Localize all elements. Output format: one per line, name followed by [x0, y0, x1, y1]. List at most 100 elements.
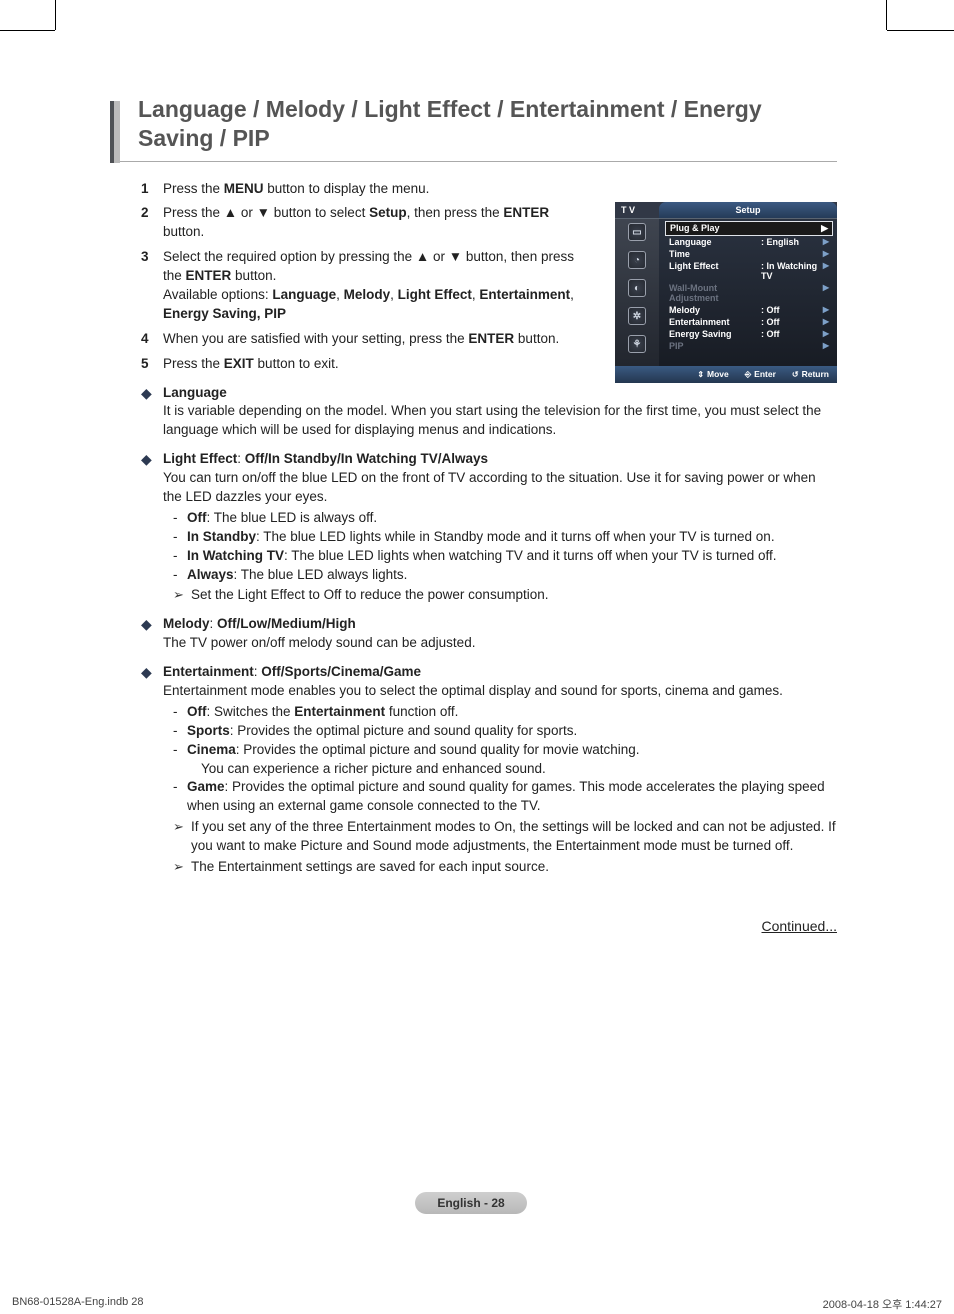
text: : The blue LED lights while in Standby m…: [256, 529, 775, 544]
sub-item: -Sports: Provides the optimal picture an…: [163, 722, 837, 741]
step-4: 4 When you are satisfied with your setti…: [141, 330, 837, 349]
step-text: Press the EXIT button to exit.: [163, 355, 837, 374]
sub-text-cont: You can experience a richer picture and …: [187, 761, 546, 776]
arrow-right-icon: ➢: [173, 586, 191, 605]
heading-title: Language / Melody / Light Effect / Enter…: [138, 95, 837, 153]
section-title: Melody: Off/Low/Medium/High: [163, 615, 837, 634]
text-bold: Off: [187, 510, 207, 525]
text: : Provides the optimal picture and sound…: [187, 779, 825, 813]
sub-item: -Off: The blue LED is always off.: [163, 509, 837, 528]
diamond-bullet-icon: ◆: [141, 663, 163, 877]
continued-label: Continued...: [141, 917, 837, 937]
text: ,: [390, 287, 398, 302]
page-area: Language / Melody / Light Effect / Enter…: [55, 30, 887, 1284]
section-body: Language It is variable depending on the…: [163, 384, 837, 441]
text: : Provides the optimal picture and sound…: [230, 723, 577, 738]
crop-mark: [55, 0, 56, 30]
diamond-bullet-icon: ◆: [141, 615, 163, 653]
step-number: 1: [141, 180, 163, 199]
diamond-bullet-icon: ◆: [141, 384, 163, 441]
text-bold: Entertainment: [294, 704, 385, 719]
dash-bullet: -: [173, 741, 187, 779]
sub-item: -Off: Switches the Entertainment functio…: [163, 703, 837, 722]
text-bold: Light Effect: [398, 287, 472, 302]
text-bold: Off/Sports/Cinema/Game: [261, 664, 421, 679]
text-bold: Off: [187, 704, 207, 719]
print-timestamp: 2008-04-18 오후 1:44:27: [823, 1296, 942, 1312]
section-title: Entertainment: Off/Sports/Cinema/Game: [163, 663, 837, 682]
text: Press the: [163, 356, 224, 371]
text: ,: [570, 287, 574, 302]
text-bold: Energy Saving, PIP: [163, 306, 286, 321]
step-text: Press the MENU button to display the men…: [163, 180, 837, 199]
sub-text: Off: Switches the Entertainment function…: [187, 703, 837, 722]
text-bold: Melody: [344, 287, 391, 302]
step-text: Press the ▲ or ▼ button to select Setup,…: [163, 204, 837, 242]
section-text: Entertainment mode enables you to select…: [163, 682, 837, 701]
step-number: 5: [141, 355, 163, 374]
text: button.: [231, 268, 276, 283]
text: button.: [163, 224, 204, 239]
text-bold: Language: [272, 287, 336, 302]
content-body: 1 Press the MENU button to display the m…: [141, 180, 837, 937]
text-bold: ENTER: [468, 331, 514, 346]
section-light-effect: ◆ Light Effect: Off/In Standby/In Watchi…: [141, 450, 837, 605]
heading-accent-bar: [110, 101, 120, 163]
text-bold: ENTER: [503, 205, 549, 220]
arrow-right-icon: ➢: [173, 818, 191, 856]
sub-text: Game: Provides the optimal picture and s…: [187, 778, 837, 816]
text-bold: Always: [187, 567, 234, 582]
section-body: Light Effect: Off/In Standby/In Watching…: [163, 450, 837, 605]
note-text: The Entertainment settings are saved for…: [191, 858, 837, 877]
crop-mark: [887, 30, 954, 31]
note-text: Set the Light Effect to Off to reduce th…: [191, 586, 837, 605]
crop-mark: [886, 0, 887, 30]
step-5: 5 Press the EXIT button to exit.: [141, 355, 837, 374]
text: function off.: [385, 704, 458, 719]
section-body: Melody: Off/Low/Medium/High The TV power…: [163, 615, 837, 653]
step-3: 3 Select the required option by pressing…: [141, 248, 837, 324]
sub-text: Always: The blue LED always lights.: [187, 566, 837, 585]
text-bold: Off/Low/Medium/High: [217, 616, 356, 631]
note-item: ➢The Entertainment settings are saved fo…: [163, 858, 837, 877]
dash-bullet: -: [173, 566, 187, 585]
dash-bullet: -: [173, 722, 187, 741]
dash-bullet: -: [173, 528, 187, 547]
arrow-right-icon: ➢: [173, 858, 191, 877]
print-meta: BN68-01528A-Eng.indb 28 2008-04-18 오후 1:…: [12, 1296, 942, 1312]
dash-bullet: -: [173, 509, 187, 528]
text-bold: Sports: [187, 723, 230, 738]
text-bold: Entertainment: [163, 664, 254, 679]
text-bold: Off/In Standby/In Watching TV/Always: [245, 451, 488, 466]
dash-bullet: -: [173, 778, 187, 816]
sub-text: In Watching TV: The blue LED lights when…: [187, 547, 837, 566]
section-body: Entertainment: Off/Sports/Cinema/Game En…: [163, 663, 837, 877]
crop-mark: [0, 30, 55, 31]
section-language: ◆ Language It is variable depending on t…: [141, 384, 837, 441]
text: Available options:: [163, 287, 272, 302]
text: : Switches the: [207, 704, 295, 719]
page-number-badge: English - 28: [415, 1192, 526, 1214]
text: ,: [336, 287, 344, 302]
step-text: When you are satisfied with your setting…: [163, 330, 837, 349]
text-bold: MENU: [224, 181, 264, 196]
step-number: 4: [141, 330, 163, 349]
sub-item: -Cinema: Provides the optimal picture an…: [163, 741, 837, 779]
sub-text: Off: The blue LED is always off.: [187, 509, 837, 528]
note-item: ➢Set the Light Effect to Off to reduce t…: [163, 586, 837, 605]
section-heading: Language / Melody / Light Effect / Enter…: [110, 95, 837, 162]
text: button to exit.: [254, 356, 339, 371]
sub-list: -Off: Switches the Entertainment functio…: [163, 703, 837, 816]
sub-text: Cinema: Provides the optimal picture and…: [187, 741, 837, 779]
sub-item: -In Watching TV: The blue LED lights whe…: [163, 547, 837, 566]
dash-bullet: -: [173, 703, 187, 722]
text-bold: Game: [187, 779, 225, 794]
note-item: ➢If you set any of the three Entertainme…: [163, 818, 837, 856]
section-entertainment: ◆ Entertainment: Off/Sports/Cinema/Game …: [141, 663, 837, 877]
text: : The blue LED lights when watching TV a…: [284, 548, 777, 563]
page-footer: English - 28: [55, 1192, 887, 1214]
sub-text: In Standby: The blue LED lights while in…: [187, 528, 837, 547]
sub-list: -Off: The blue LED is always off. -In St…: [163, 509, 837, 585]
text-bold: Entertainment: [479, 287, 570, 302]
diamond-bullet-icon: ◆: [141, 450, 163, 605]
